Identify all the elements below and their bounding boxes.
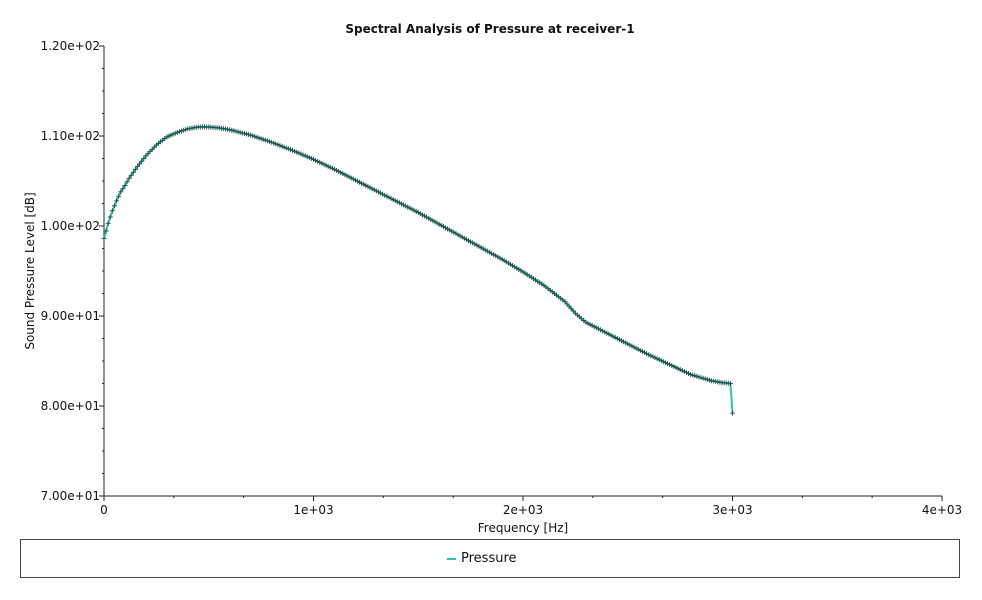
y-tick-label: 1.10e+02 <box>41 129 100 143</box>
data-point-marker <box>128 172 134 178</box>
series-pressure <box>101 124 735 416</box>
x-tick-label: 3e+03 <box>712 503 752 517</box>
data-point-marker <box>132 166 138 172</box>
x-tick-label: 4e+03 <box>922 503 962 517</box>
data-point-marker <box>109 208 115 214</box>
y-tick-label: 1.00e+02 <box>41 219 100 233</box>
data-point-marker <box>116 193 122 199</box>
y-tick-label: 1.20e+02 <box>41 39 100 53</box>
data-point-marker <box>105 220 111 226</box>
data-point-marker <box>111 203 117 209</box>
legend-label: Pressure <box>461 551 517 566</box>
data-point-marker <box>730 410 735 416</box>
x-tick-label: 0 <box>100 503 108 517</box>
x-ticks: 0 1e+03 2e+03 3e+03 4e+03 <box>100 496 962 517</box>
data-point-marker <box>118 189 124 195</box>
chart-title: Spectral Analysis of Pressure at receive… <box>345 22 634 36</box>
data-point-marker <box>126 175 132 181</box>
y-tick-label: 8.00e+01 <box>41 399 100 413</box>
data-point-marker <box>103 228 109 234</box>
data-point-marker <box>137 161 143 167</box>
data-point-marker <box>124 179 130 185</box>
data-point-marker <box>107 214 113 220</box>
data-point-marker <box>135 164 141 170</box>
series-line-pressure <box>103 126 734 414</box>
y-axis-label: Sound Pressure Level [dB] <box>23 192 37 349</box>
series-markers <box>101 124 735 416</box>
y-tick-label: 7.00e+01 <box>41 489 100 503</box>
legend-item-pressure[interactable]: Pressure <box>447 551 517 566</box>
x-tick-label: 1e+03 <box>293 503 333 517</box>
data-point-marker <box>139 158 145 164</box>
data-point-marker <box>120 186 126 192</box>
y-tick-label: 9.00e+01 <box>41 309 100 323</box>
x-axis-label: Frequency [Hz] <box>478 521 569 535</box>
x-tick-label: 2e+03 <box>503 503 543 517</box>
legend: Pressure <box>20 539 960 578</box>
data-point-marker <box>114 198 120 204</box>
y-ticks: 7.00e+01 8.00e+01 9.00e+01 1.00e+02 1.10e+02… <box>41 39 104 503</box>
chart-canvas: Spectral Analysis of Pressure at receive… <box>23 22 962 535</box>
data-point-marker <box>141 156 147 161</box>
data-point-marker <box>101 236 107 242</box>
data-point-marker <box>130 169 136 175</box>
legend-swatch <box>447 557 456 560</box>
data-point-marker <box>122 183 128 188</box>
data-point-marker <box>727 381 733 386</box>
